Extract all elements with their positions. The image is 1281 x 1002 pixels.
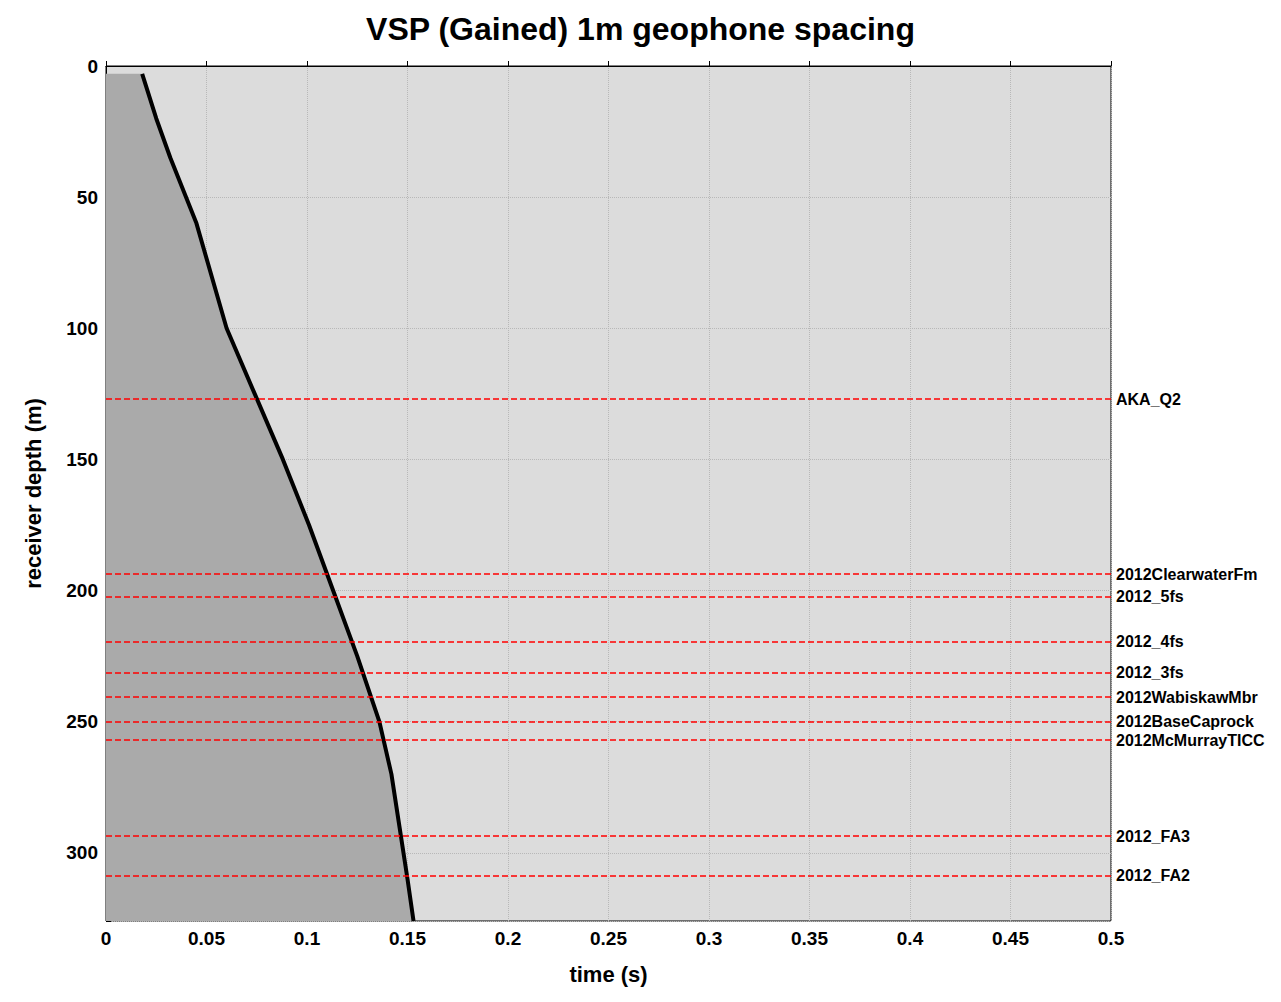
svg-text:2012ClearwaterFm: 2012ClearwaterFm bbox=[1116, 566, 1257, 583]
svg-text:2012_5fs: 2012_5fs bbox=[1116, 588, 1184, 605]
svg-text:150: 150 bbox=[66, 449, 98, 470]
svg-text:200: 200 bbox=[66, 580, 98, 601]
svg-text:2012McMurrayTICC: 2012McMurrayTICC bbox=[1116, 732, 1265, 749]
svg-text:0.05: 0.05 bbox=[188, 928, 225, 949]
svg-text:100: 100 bbox=[66, 318, 98, 339]
svg-text:0.4: 0.4 bbox=[897, 928, 924, 949]
svg-text:2012_4fs: 2012_4fs bbox=[1116, 633, 1184, 650]
svg-text:receiver depth (m): receiver depth (m) bbox=[21, 398, 46, 589]
svg-text:0: 0 bbox=[87, 56, 98, 77]
svg-text:0.2: 0.2 bbox=[495, 928, 521, 949]
svg-text:300: 300 bbox=[66, 842, 98, 863]
svg-text:VSP (Gained) 1m geophone spaci: VSP (Gained) 1m geophone spacing bbox=[366, 11, 915, 47]
svg-text:0.5: 0.5 bbox=[1098, 928, 1125, 949]
svg-text:50: 50 bbox=[77, 187, 98, 208]
svg-text:time (s): time (s) bbox=[569, 962, 647, 987]
svg-text:2012_FA3: 2012_FA3 bbox=[1116, 828, 1190, 845]
svg-text:0.1: 0.1 bbox=[294, 928, 321, 949]
svg-text:0.3: 0.3 bbox=[696, 928, 722, 949]
svg-text:0.15: 0.15 bbox=[389, 928, 426, 949]
svg-text:2012WabiskawMbr: 2012WabiskawMbr bbox=[1116, 689, 1258, 706]
svg-text:250: 250 bbox=[66, 711, 98, 732]
svg-text:2012_3fs: 2012_3fs bbox=[1116, 664, 1184, 681]
svg-text:0.45: 0.45 bbox=[992, 928, 1029, 949]
svg-text:0.35: 0.35 bbox=[791, 928, 828, 949]
svg-text:AKA_Q2: AKA_Q2 bbox=[1116, 391, 1181, 408]
svg-text:0.25: 0.25 bbox=[590, 928, 627, 949]
svg-text:0: 0 bbox=[101, 928, 112, 949]
svg-text:2012_FA2: 2012_FA2 bbox=[1116, 867, 1190, 884]
svg-text:2012BaseCaprock: 2012BaseCaprock bbox=[1116, 713, 1254, 730]
